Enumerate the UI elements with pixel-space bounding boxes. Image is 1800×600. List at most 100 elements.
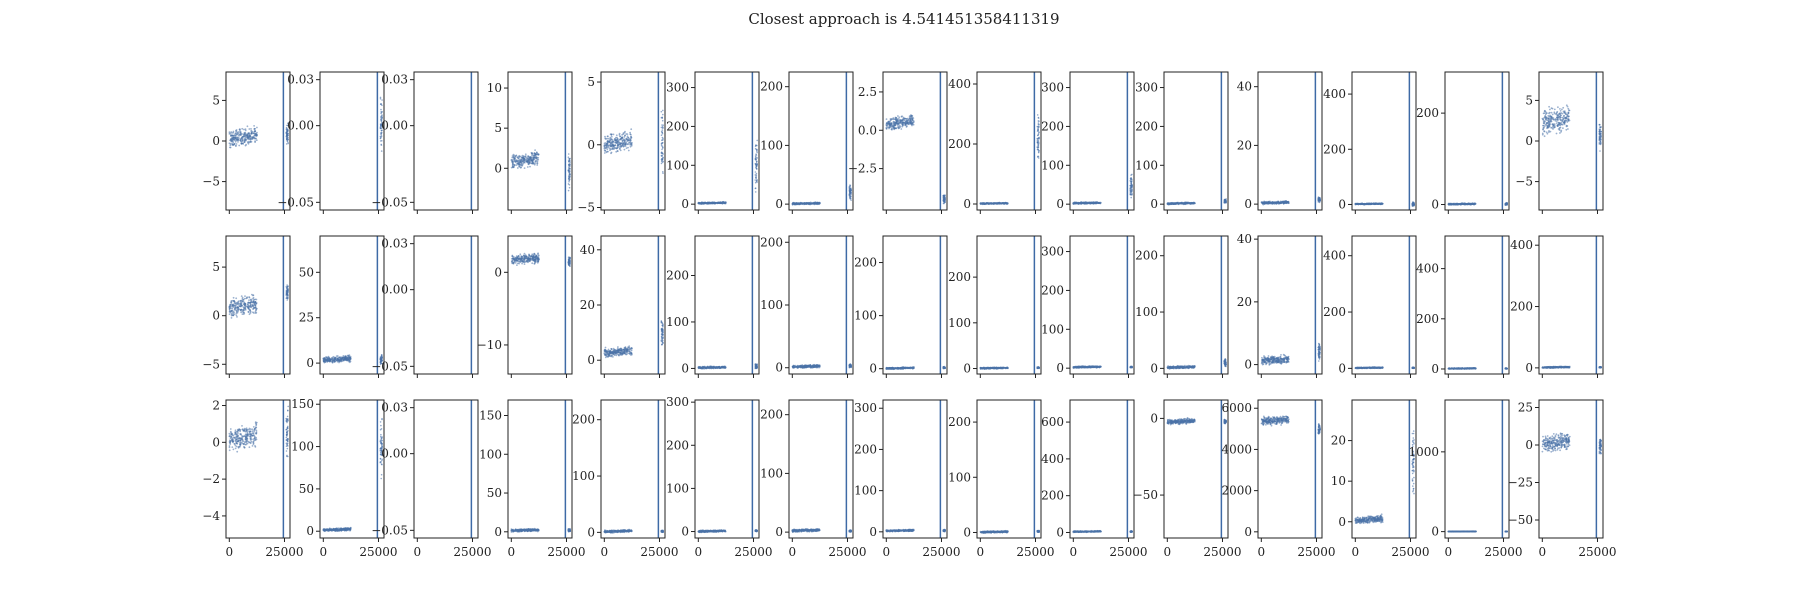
data-point	[808, 202, 811, 205]
data-point	[252, 308, 255, 310]
data-point	[911, 123, 914, 125]
data-point	[287, 288, 290, 290]
data-point	[1563, 119, 1566, 122]
y-tick-label: 0	[212, 309, 220, 323]
data-point	[529, 158, 532, 160]
data-point	[981, 202, 984, 205]
data-point	[252, 136, 255, 138]
data-point	[247, 302, 250, 304]
data-point	[229, 144, 232, 147]
data-point	[893, 127, 896, 130]
axes-frame	[600, 71, 666, 211]
data-point	[900, 128, 903, 130]
data-point	[1598, 135, 1601, 138]
data-point	[515, 164, 518, 167]
axes-frame	[1163, 71, 1229, 211]
data-point	[710, 202, 713, 204]
data-point	[662, 172, 664, 174]
data-point	[623, 148, 626, 151]
data-point	[605, 143, 608, 146]
data-point	[614, 147, 616, 150]
data-point	[1562, 118, 1565, 120]
data-point	[1599, 143, 1602, 146]
data-point	[233, 300, 235, 303]
data-point	[243, 297, 246, 300]
data-point	[603, 142, 606, 145]
data-point	[518, 161, 521, 164]
data-point	[626, 135, 629, 138]
data-point	[521, 160, 523, 163]
data-point	[1265, 202, 1268, 205]
data-point	[246, 135, 249, 137]
data-point	[890, 118, 893, 120]
data-point	[897, 122, 899, 125]
data-point	[660, 126, 663, 129]
data-point	[622, 133, 625, 136]
data-point	[533, 156, 536, 159]
data-point	[285, 135, 288, 138]
data-point	[802, 202, 805, 204]
data-point	[662, 141, 664, 144]
data-point	[1129, 184, 1132, 187]
data-point	[605, 137, 608, 140]
data-point	[240, 142, 243, 145]
data-point	[1565, 125, 1568, 128]
data-point	[943, 195, 946, 198]
data-point	[660, 116, 663, 119]
data-point	[1560, 129, 1563, 132]
data-point	[511, 165, 514, 167]
data-point	[612, 143, 614, 146]
data-point	[285, 143, 288, 145]
y-tick-label: 0	[1525, 134, 1533, 148]
data-point	[662, 160, 664, 163]
data-point	[754, 157, 757, 160]
data-point	[228, 313, 231, 316]
data-point	[704, 202, 707, 205]
data-point	[250, 132, 253, 135]
data-point	[1187, 201, 1189, 204]
data-point	[526, 166, 529, 168]
data-point	[253, 127, 256, 130]
data-point	[893, 124, 896, 127]
data-point	[606, 144, 609, 147]
data-point	[849, 185, 851, 188]
y-tick-label: 200	[666, 119, 689, 133]
data-point	[1544, 113, 1547, 116]
data-point	[519, 166, 522, 169]
data-point	[885, 122, 888, 124]
data-point	[617, 140, 620, 143]
subplot-r1-c0: −505	[202, 235, 291, 378]
data-point	[1037, 122, 1040, 124]
data-point	[567, 183, 570, 185]
data-point	[1599, 129, 1601, 132]
data-point	[1087, 201, 1090, 204]
data-point	[248, 132, 251, 135]
data-point	[243, 140, 246, 143]
data-point	[567, 166, 570, 168]
y-tick-label: 0	[494, 161, 502, 175]
data-point	[887, 122, 890, 124]
y-tick-label: 0	[587, 138, 595, 152]
data-point	[1130, 182, 1132, 185]
data-point	[1541, 132, 1544, 135]
data-point	[885, 123, 888, 126]
data-point	[249, 312, 252, 314]
data-point	[1098, 202, 1101, 204]
data-point	[610, 133, 613, 136]
data-point	[1129, 189, 1132, 191]
subplot-r0-c4: −505	[577, 71, 666, 214]
data-point	[521, 163, 524, 166]
data-point	[567, 153, 570, 155]
data-point	[605, 145, 608, 148]
data-point	[1461, 202, 1464, 205]
data-point	[1130, 174, 1132, 176]
data-point	[850, 199, 852, 201]
data-point	[243, 301, 246, 304]
data-point	[1600, 126, 1602, 128]
data-point	[1365, 203, 1368, 205]
data-point	[1554, 119, 1557, 122]
data-point	[1077, 201, 1079, 204]
data-point	[527, 163, 530, 166]
data-point	[1037, 133, 1040, 136]
y-tick-label: 0	[681, 197, 689, 211]
